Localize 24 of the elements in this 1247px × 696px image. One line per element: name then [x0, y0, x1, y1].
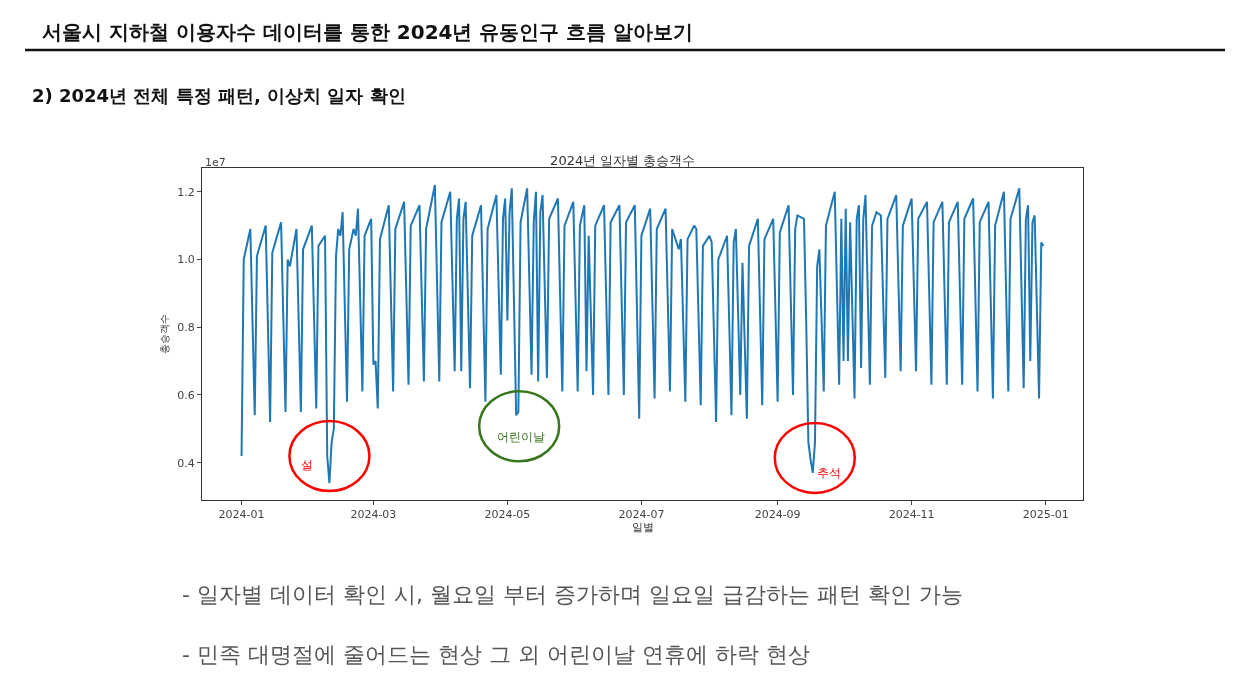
x-tick-label: 2024-01	[218, 508, 265, 522]
annotation: 설	[301, 458, 313, 472]
y-tick-label: 1.2	[177, 185, 195, 199]
text: - 민족 대명절에 줄어드는 현상 그 외 어린이날 연휴에 하락 현상	[182, 642, 810, 667]
annotation: 추석	[817, 466, 841, 480]
y-tick-label: 0.8	[177, 321, 195, 335]
x-tick-label: 2024-05	[484, 508, 531, 522]
x-axis-title: 일별	[631, 521, 654, 535]
chart-title: 2024년 일자별 총승객수	[550, 152, 696, 168]
y-tick-label: 0.4	[177, 456, 195, 470]
text: 2) 2024년 전체 특정 패턴, 이상치 일자 확인	[32, 85, 406, 106]
x-tick-label: 2024-07	[618, 508, 665, 522]
x-tick-label: 2024-09	[754, 508, 801, 522]
x-tick-label: 2024-11	[888, 508, 935, 522]
y-axis-title: 총승객수	[159, 314, 171, 354]
annotation: 1e7	[205, 156, 226, 169]
x-tick-label: 2024-03	[350, 508, 397, 522]
line-series	[240, 183, 1045, 485]
annotation: 어린이날	[497, 430, 545, 444]
x-tick-label: 2025-01	[1022, 508, 1069, 522]
y-tick-label: 1.0	[177, 253, 195, 267]
text: 서울시 지하철 이용자수 데이터를 통한 2024년 유동인구 흐름 알아보기	[42, 20, 694, 44]
y-tick-label: 0.6	[177, 388, 195, 402]
text: - 일자별 데이터 확인 시, 월요일 부터 증가하며 일요일 급감하는 패턴 확인 가능	[182, 582, 963, 607]
